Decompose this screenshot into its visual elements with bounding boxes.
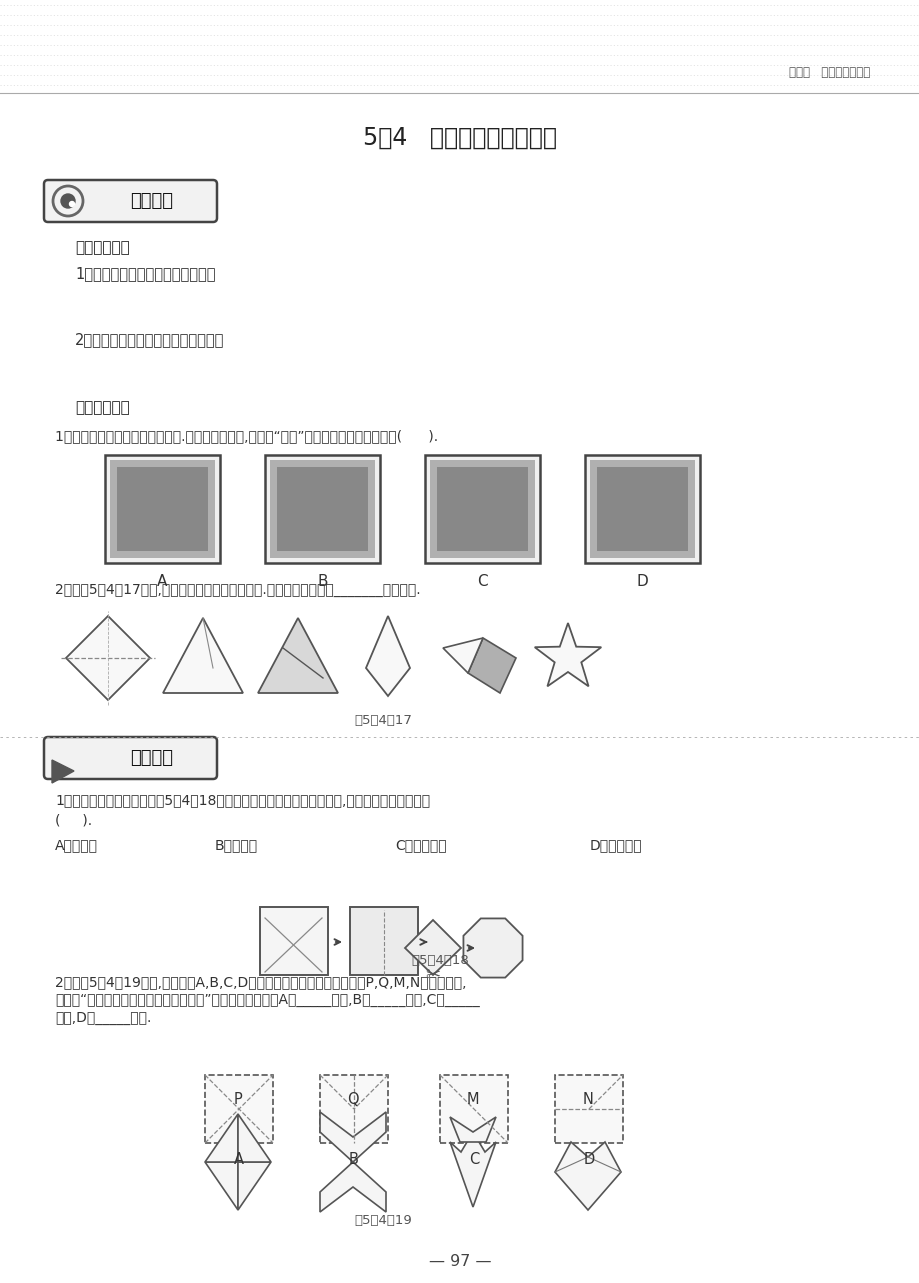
Polygon shape [463,919,522,978]
Text: ✂: ✂ [425,966,440,984]
Text: 图5－4－18: 图5－4－18 [411,953,469,966]
Bar [265,455,380,563]
Circle shape [70,201,74,207]
Polygon shape [205,1162,238,1210]
Text: B．八边形: B．八边形 [215,838,258,852]
Bar [260,907,328,975]
Polygon shape [205,1114,238,1162]
Bar [277,467,368,550]
Polygon shape [449,1117,495,1142]
FancyBboxPatch shape [44,180,217,222]
Bar [596,467,687,550]
Text: 1．把一张正方形纸片按如图5－4－18所示的方法对折两次后剪去两个角,那么打开以后的形状是: 1．把一张正方形纸片按如图5－4－18所示的方法对折两次后剪去两个角,那么打开以… [55,793,430,807]
Polygon shape [554,1142,620,1210]
Text: 一、旧知链接: 一、旧知链接 [75,240,130,255]
Polygon shape [443,638,482,674]
Bar [349,907,417,975]
Text: B: B [317,574,327,589]
Text: B: B [348,1152,358,1166]
Text: 图5－4－19: 图5－4－19 [354,1214,412,1227]
Text: 第五章   生活中的轴对称: 第五章 生活中的轴对称 [789,65,869,78]
Circle shape [61,194,75,208]
Text: C: C [477,574,487,589]
Text: D: D [583,1152,594,1166]
Bar [589,461,694,558]
Text: 二、新知速递: 二、新知速递 [75,400,130,416]
Bar [437,467,528,550]
Polygon shape [366,616,410,695]
Polygon shape [320,1112,386,1162]
Bar [205,1075,273,1143]
Text: (     ).: ( ). [55,813,92,828]
Bar [425,455,539,563]
Text: 图5－4－17: 图5－4－17 [354,713,412,726]
Bar [117,467,208,550]
Text: D: D [636,574,648,589]
Polygon shape [320,1162,386,1212]
Bar [269,461,375,558]
Text: 2．如图5－4－17所示,所示步骤可剪得一个五角星.剪得的五角星共有_______条对称轴.: 2．如图5－4－17所示,所示步骤可剪得一个五角星.剪得的五角星共有______… [55,582,420,597]
Text: M: M [466,1093,479,1107]
Polygon shape [404,920,460,975]
Polygon shape [257,618,337,693]
Text: A．六边形: A．六边形 [55,838,98,852]
Bar [554,1075,622,1143]
Text: N: N [582,1093,593,1107]
Text: P: P [233,1093,242,1107]
Text: 前置作业: 前置作业 [130,192,174,210]
Polygon shape [52,760,74,783]
Text: 5．4   利用轴对称进行设计: 5．4 利用轴对称进行设计 [363,126,556,150]
Text: 2．我们学过哪些简单的轴对称图形？: 2．我们学过哪些简单的轴对称图形？ [75,332,224,348]
Bar [429,461,535,558]
Text: A: A [233,1152,244,1166]
Bar [320,1075,388,1143]
Bar [110,461,215,558]
Polygon shape [238,1162,271,1210]
Polygon shape [468,638,516,693]
Polygon shape [238,1114,271,1162]
Bar [439,1075,507,1143]
Text: A: A [157,574,167,589]
Text: 试按照“哪个正方形剪开后得到哪组图形”的对应关系填空：A与_____对应,B与_____对应,C与_____: 试按照“哪个正方形剪开后得到哪组图形”的对应关系填空：A与_____对应,B与_… [55,993,479,1007]
Bar [105,455,220,563]
Polygon shape [163,618,243,693]
Text: 1．我国每年都发行一套生肖邮票.下列生肖邮票中,动物的“脑袋”被设计成轴对称图案的是(      ).: 1．我国每年都发行一套生肖邮票.下列生肖邮票中,动物的“脑袋”被设计成轴对称图案… [55,429,437,443]
Text: C: C [469,1152,479,1166]
Text: 1．什么样的图形是轴对称图形呢？: 1．什么样的图形是轴对称图形呢？ [75,267,215,281]
Text: Q: Q [346,1093,358,1107]
Text: 课堂作业: 课堂作业 [130,749,174,767]
Polygon shape [66,616,150,701]
Text: — 97 —: — 97 — [428,1255,491,1269]
Text: C．十二边形: C．十二边形 [394,838,446,852]
Polygon shape [534,624,601,686]
Polygon shape [449,1132,495,1207]
Text: 2．如图5－4－19所示,将标号为A,B,C,D的正方形沿图中的虚线剪开后得P,Q,M,N的四组图形,: 2．如图5－4－19所示,将标号为A,B,C,D的正方形沿图中的虚线剪开后得P,… [55,975,466,989]
Text: 对应,D与_____对应.: 对应,D与_____对应. [55,1011,152,1025]
FancyBboxPatch shape [44,736,217,779]
Bar [584,455,699,563]
Text: D．十六边形: D．十六边形 [589,838,642,852]
